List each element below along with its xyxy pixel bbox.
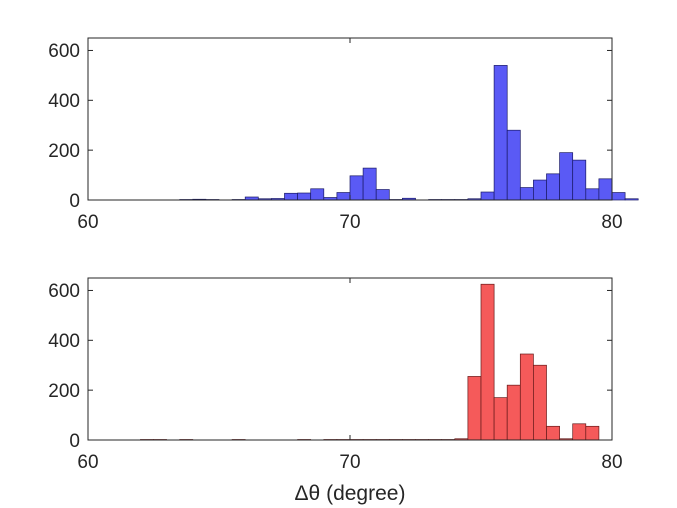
- bottom-x-axis-title: Δθ (degree): [295, 482, 406, 505]
- bottom-y-tick-200: 200: [48, 381, 80, 402]
- top-histogram-bar-32: [624, 198, 639, 201]
- bottom-y-tick-600: 600: [48, 281, 80, 302]
- top-histogram-bar-22: [493, 65, 508, 201]
- bottom-y-tick-labels: 0 200 400 600: [48, 281, 80, 452]
- top-histogram-bar-9: [310, 188, 325, 201]
- top-x-tick-80: 80: [601, 212, 622, 233]
- top-y-tick-400: 400: [48, 91, 80, 112]
- top-histogram-bar-24: [519, 187, 534, 201]
- bottom-histogram-panel: 60 70 80 0 200 400 600 Δθ (degree): [48, 277, 623, 505]
- top-histogram-bar-30: [598, 178, 613, 201]
- top-histogram-bar-8: [297, 192, 312, 201]
- top-histogram-bar-12: [349, 175, 364, 201]
- top-histogram-bar-11: [336, 192, 351, 201]
- bottom-x-tick-labels: 60 70 80: [77, 452, 622, 473]
- top-x-tick-labels: 60 70 80: [77, 212, 622, 233]
- top-histogram-bar-7: [284, 192, 298, 201]
- bottom-histogram-bar-16: [467, 376, 482, 441]
- top-x-tick-60: 60: [77, 212, 98, 233]
- top-histogram-bar-25: [533, 179, 547, 201]
- top-axis-ticks: [87, 38, 613, 201]
- bottom-histogram-bar-18: [493, 397, 508, 441]
- top-y-tick-0: 0: [69, 191, 80, 212]
- top-histogram-panel: 60 70 80 0 200 400 600: [48, 37, 639, 233]
- top-histogram-bar-29: [585, 188, 600, 201]
- top-histogram-bar-31: [611, 192, 626, 201]
- top-x-tick-70: 70: [339, 212, 360, 233]
- bottom-histogram-bar-22: [546, 425, 560, 441]
- bottom-axis-ticks: [87, 278, 613, 441]
- bottom-y-tick-400: 400: [48, 331, 80, 352]
- bottom-x-tick-80: 80: [601, 452, 622, 473]
- top-histogram-bar-14: [375, 189, 390, 201]
- top-histogram-bars: [179, 65, 639, 201]
- top-histogram-bar-26: [546, 173, 560, 201]
- bottom-histogram-bar-25: [585, 425, 600, 441]
- top-y-tick-200: 200: [48, 141, 80, 162]
- bottom-histogram-bar-24: [572, 423, 587, 441]
- top-histogram-bar-28: [572, 159, 587, 201]
- bottom-x-tick-70: 70: [339, 452, 360, 473]
- bottom-histogram-bar-21: [533, 364, 547, 441]
- top-histogram-bar-23: [506, 129, 521, 201]
- bottom-y-tick-0: 0: [69, 431, 80, 452]
- top-y-tick-600: 600: [48, 41, 80, 62]
- bottom-histogram-bar-19: [506, 384, 521, 441]
- top-y-tick-labels: 0 200 400 600: [48, 41, 80, 212]
- bottom-x-tick-60: 60: [77, 452, 98, 473]
- bottom-histogram-bar-17: [480, 283, 495, 441]
- top-histogram-bar-27: [559, 152, 574, 201]
- bottom-histogram-bar-20: [519, 353, 534, 441]
- top-histogram-bar-13: [362, 167, 377, 201]
- top-histogram-bar-21: [480, 191, 495, 201]
